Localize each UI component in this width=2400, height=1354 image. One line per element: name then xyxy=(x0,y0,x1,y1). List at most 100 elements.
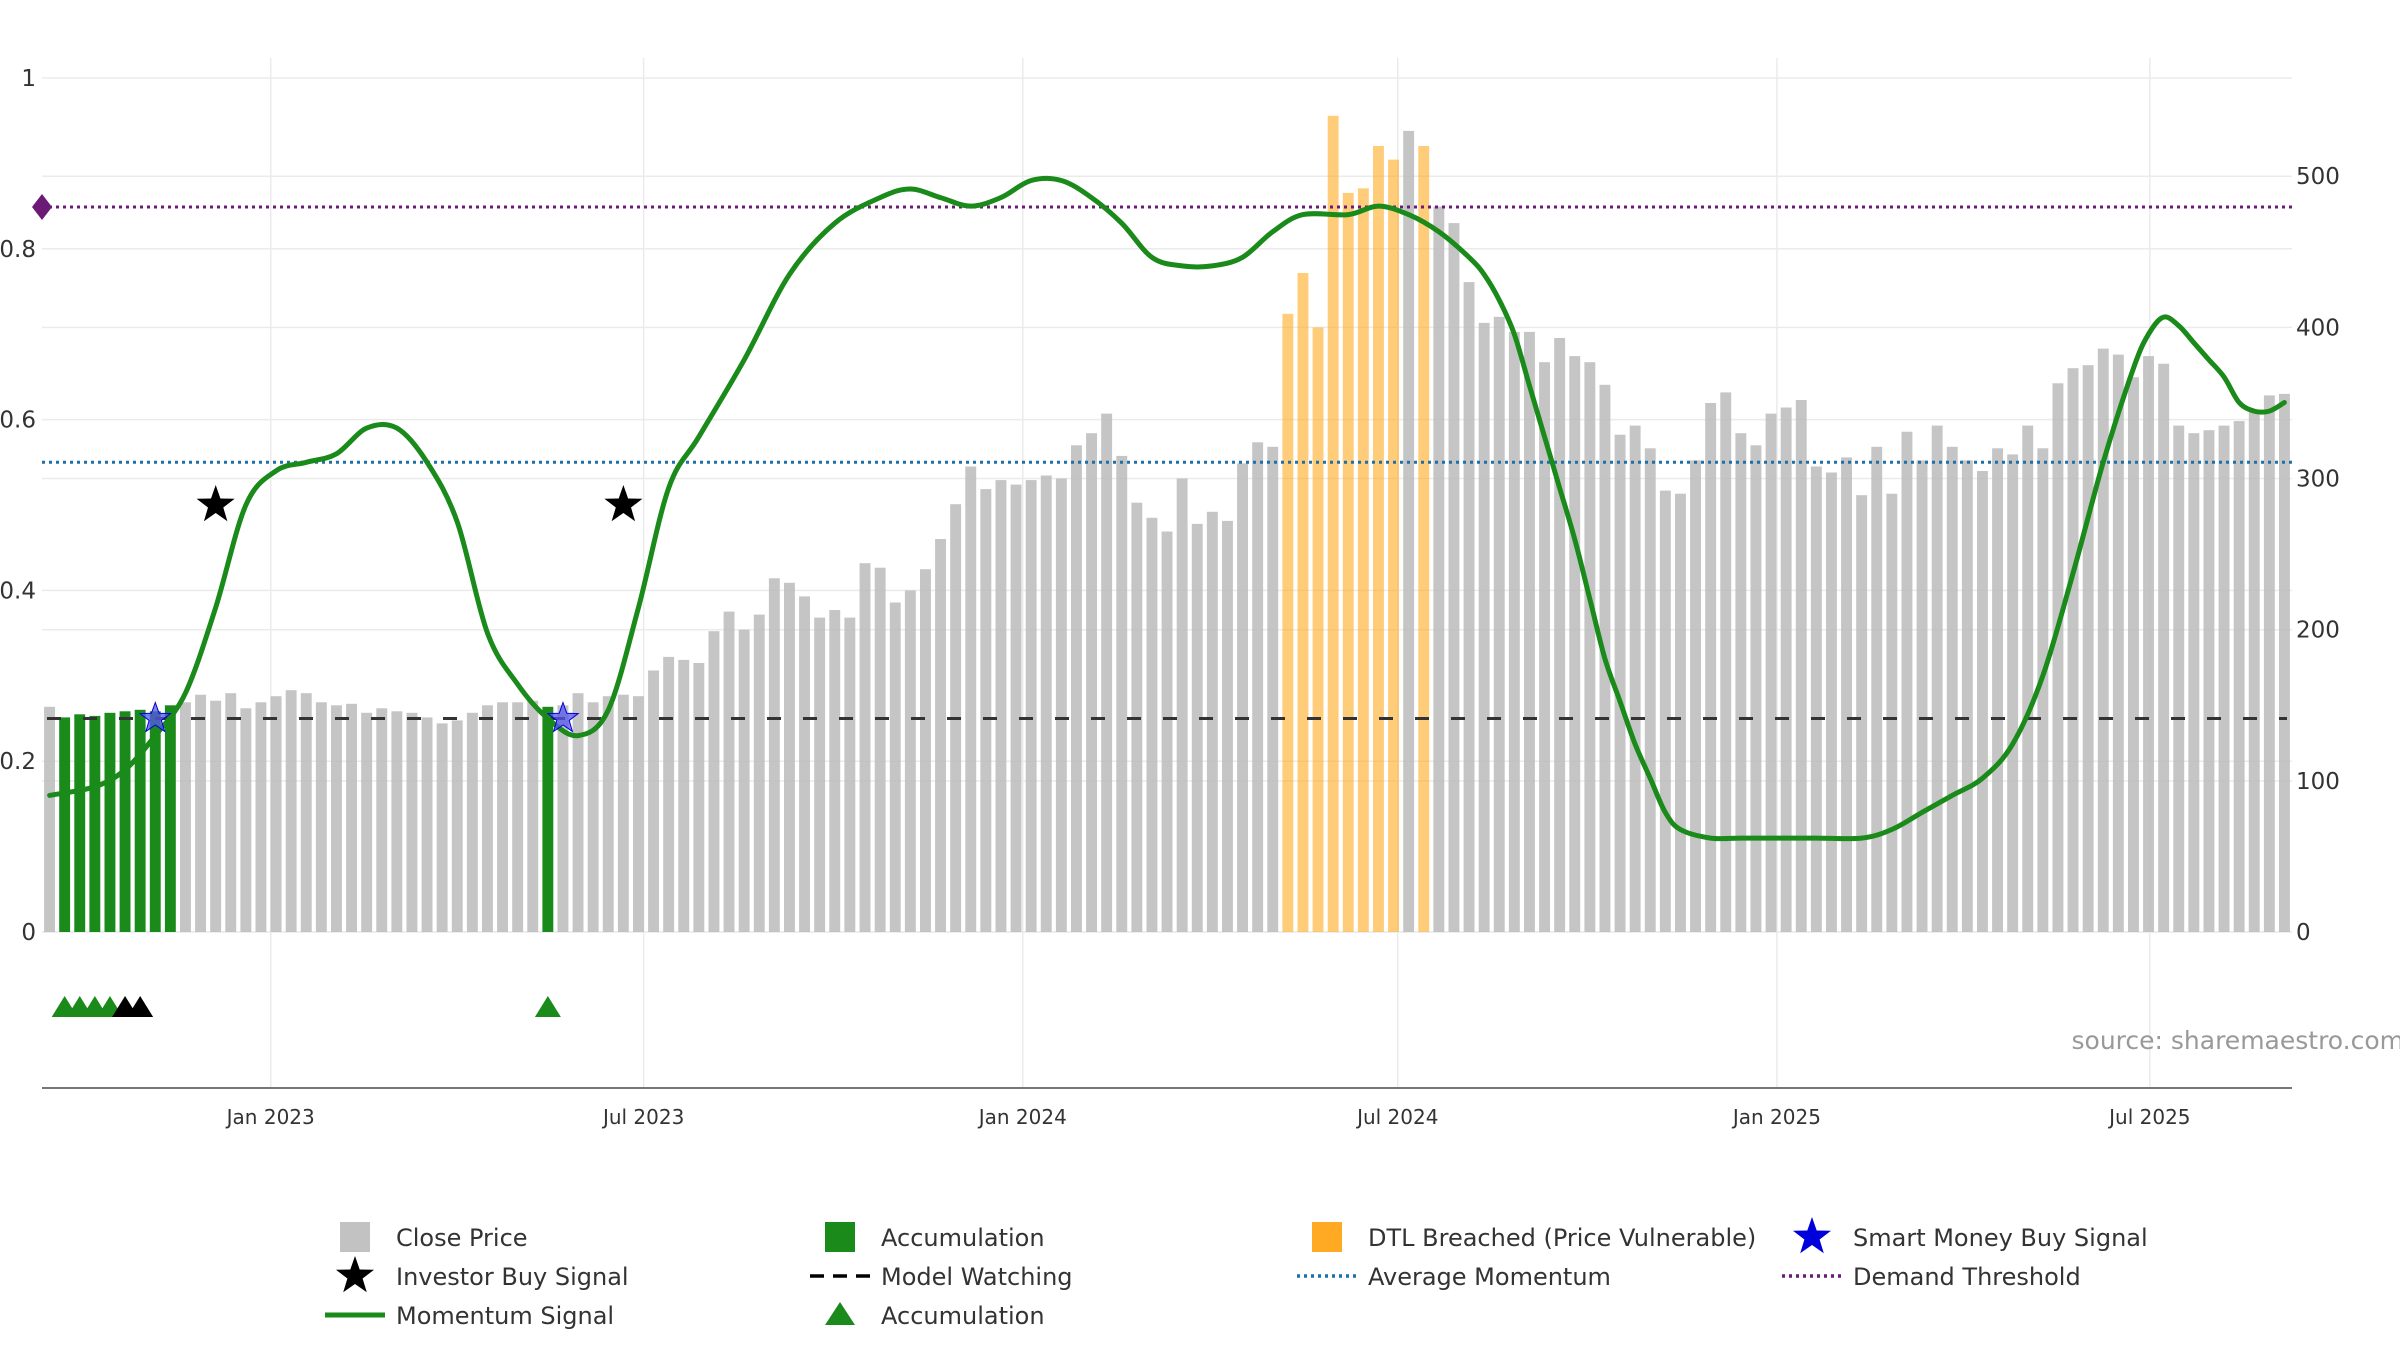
dtl-breached-bar xyxy=(1282,314,1293,932)
legend-item: Model Watching xyxy=(810,1263,1073,1291)
close-price-bar xyxy=(1826,473,1837,933)
close-price-bar xyxy=(1449,223,1460,932)
close-price-bar xyxy=(2234,421,2245,932)
close-price-bar xyxy=(1766,414,1777,932)
close-price-bar xyxy=(1192,524,1203,932)
right-axis-tick: 300 xyxy=(2296,467,2340,493)
close-price-bar xyxy=(1554,338,1565,932)
close-price-bar xyxy=(905,590,916,932)
left-axis-tick: 0.8 xyxy=(0,237,36,263)
close-price-bar xyxy=(1252,442,1263,932)
close-price-bar xyxy=(2279,394,2290,932)
close-price-bar xyxy=(618,695,629,932)
close-price-bar xyxy=(1056,479,1067,933)
close-price-bar xyxy=(44,707,55,932)
close-price-bar xyxy=(1479,323,1490,932)
right-axis-tick: 0 xyxy=(2296,920,2311,946)
dtl-breached-bar xyxy=(1328,116,1339,932)
close-price-bar xyxy=(724,612,735,932)
accumulation-bar xyxy=(105,713,116,932)
close-price-bar xyxy=(527,701,538,932)
close-price-bar xyxy=(920,569,931,932)
close-price-bar xyxy=(1871,447,1882,932)
right-axis-tick: 200 xyxy=(2296,618,2340,644)
close-price-bar xyxy=(2188,433,2199,932)
close-price-bar xyxy=(1917,460,1928,932)
close-price-bar xyxy=(844,618,855,932)
close-price-bar xyxy=(1811,467,1822,933)
close-price-bar xyxy=(240,708,251,932)
close-price-bar xyxy=(1947,447,1958,932)
right-axis-tick: 100 xyxy=(2296,769,2340,795)
legend-swatch-star xyxy=(1793,1217,1831,1253)
close-price-bar xyxy=(1101,414,1112,932)
close-price-bar xyxy=(1660,491,1671,932)
source-label: source: sharemaestro.com xyxy=(2072,1026,2400,1055)
legend-swatch-square xyxy=(825,1222,855,1252)
close-price-bar xyxy=(1856,495,1867,932)
legend-label: Accumulation xyxy=(881,1224,1045,1252)
close-price-bar xyxy=(1116,456,1127,932)
close-price-bar xyxy=(799,596,810,932)
x-axis-tick: Jan 2023 xyxy=(225,1105,315,1129)
close-price-bar xyxy=(467,713,478,932)
left-axis-tick: 0 xyxy=(21,920,36,946)
accumulation-bar xyxy=(135,710,146,932)
close-price-bar xyxy=(1977,471,1988,932)
close-price-bar xyxy=(1690,460,1701,932)
close-price-bar xyxy=(1509,332,1520,932)
close-price-bar xyxy=(482,705,493,932)
accumulation-bar xyxy=(542,707,553,932)
close-price-bar xyxy=(2128,377,2139,932)
close-price-bar xyxy=(2098,349,2109,932)
close-price-bar xyxy=(1237,463,1248,932)
close-price-bar xyxy=(301,693,312,932)
left-axis-tick: 0.4 xyxy=(0,578,36,604)
dtl-breached-bar xyxy=(1373,146,1384,932)
close-price-bar xyxy=(437,723,448,932)
close-price-bar xyxy=(2219,426,2230,932)
close-price-bar xyxy=(225,693,236,932)
close-price-bar xyxy=(1645,448,1656,932)
close-price-bar xyxy=(2249,411,2260,933)
close-price-bar xyxy=(512,702,523,932)
dtl-breached-bar xyxy=(1388,160,1399,932)
close-price-bar xyxy=(829,610,840,932)
close-price-bar xyxy=(996,480,1007,932)
close-price-bar xyxy=(573,693,584,932)
close-price-bar xyxy=(1207,512,1218,932)
close-price-bar xyxy=(2173,426,2184,932)
close-price-bar xyxy=(1675,494,1686,932)
close-price-bar xyxy=(860,563,871,932)
x-axis-tick: Jul 2024 xyxy=(1355,1105,1438,1129)
legend-item: Accumulation xyxy=(825,1302,1045,1330)
legend-item: Demand Threshold xyxy=(1782,1263,2081,1291)
accumulation-bar xyxy=(165,705,176,932)
close-price-bar xyxy=(784,583,795,932)
close-price-bar xyxy=(1041,476,1052,933)
legend-label: Momentum Signal xyxy=(396,1302,614,1330)
close-price-bar xyxy=(316,702,327,932)
legend-label: Average Momentum xyxy=(1368,1263,1611,1291)
close-price-bar xyxy=(1162,532,1173,933)
dtl-breached-bar xyxy=(1418,146,1429,932)
x-axis-tick: Jan 2025 xyxy=(1731,1105,1821,1129)
accumulation-bar xyxy=(89,716,100,932)
close-price-bar xyxy=(588,702,599,932)
close-price-bar xyxy=(2007,454,2018,932)
close-price-bar xyxy=(271,696,282,932)
close-price-bar xyxy=(256,702,267,932)
accumulation-bar xyxy=(74,714,85,932)
close-price-bar xyxy=(1751,445,1762,932)
close-price-bar xyxy=(935,539,946,932)
close-price-bar xyxy=(678,660,689,932)
close-price-bar xyxy=(875,568,886,932)
close-price-bar xyxy=(633,696,644,932)
x-axis-tick: Jan 2024 xyxy=(977,1105,1067,1129)
close-price-bar xyxy=(558,705,569,932)
close-price-bar xyxy=(407,713,418,932)
close-price-bar xyxy=(391,711,402,932)
legend-label: Model Watching xyxy=(881,1263,1073,1291)
accumulation-bar xyxy=(120,711,131,932)
